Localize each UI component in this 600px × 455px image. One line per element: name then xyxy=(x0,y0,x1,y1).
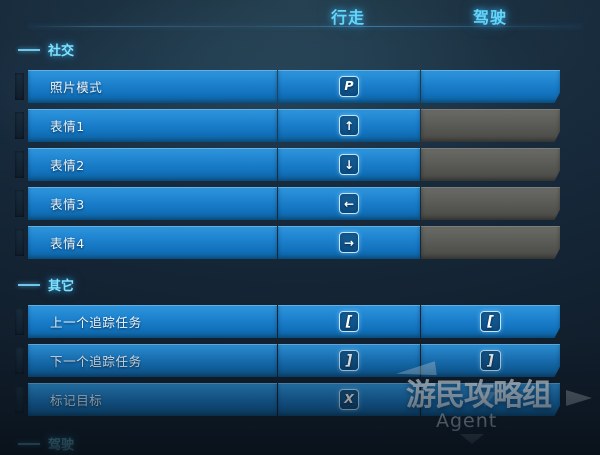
table-row[interactable]: 标记目标 X xyxy=(15,383,560,416)
row-label: 标记目标 xyxy=(50,393,103,408)
key-badge-walk[interactable]: → xyxy=(338,232,360,253)
key-badge-drive xyxy=(481,115,501,136)
section-dash-icon xyxy=(18,283,40,286)
binding-cell-drive-disabled xyxy=(421,109,560,142)
row-name-cell[interactable]: 下一个追踪任务 xyxy=(28,344,277,377)
row-name-cell[interactable]: 上一个追踪任务 xyxy=(28,305,277,338)
table-row[interactable]: 表情2 ↓ xyxy=(15,148,560,181)
binding-cell-drive[interactable] xyxy=(421,70,560,103)
row-ledge xyxy=(15,190,24,217)
key-badge-drive xyxy=(481,232,501,253)
binding-cell-drive[interactable]: [ xyxy=(421,305,560,338)
row-name-cell[interactable]: 照片模式 xyxy=(28,70,277,103)
section-label-social: 社交 xyxy=(48,44,75,59)
row-label: 照片模式 xyxy=(50,80,103,95)
binding-cell-walk[interactable]: [ xyxy=(278,305,420,338)
row-ledge xyxy=(15,229,24,256)
section-dash-icon xyxy=(18,442,40,445)
table-row[interactable]: 上一个追踪任务 [ [ xyxy=(15,305,560,338)
binding-cell-drive[interactable] xyxy=(421,383,560,416)
table-row[interactable]: 下一个追踪任务 ] ] xyxy=(15,344,560,377)
section-dash-icon xyxy=(18,48,40,51)
key-badge-drive[interactable]: ] xyxy=(480,350,501,371)
column-headers: 行走 驾驶 xyxy=(0,4,600,30)
row-label: 表情4 xyxy=(50,236,85,251)
key-badge-drive xyxy=(481,193,501,214)
key-badge-drive[interactable]: [ xyxy=(480,311,501,332)
row-name-cell[interactable]: 标记目标 xyxy=(28,383,277,416)
binding-cell-walk[interactable]: X xyxy=(278,383,420,416)
row-ledge xyxy=(15,112,24,139)
section-header-driving: 驾驶 xyxy=(18,434,74,453)
binding-cell-walk[interactable]: ↓ xyxy=(278,148,420,181)
binding-cell-drive-disabled xyxy=(421,226,560,259)
key-badge-drive xyxy=(481,154,501,175)
row-ledge xyxy=(15,386,24,413)
row-name-cell[interactable]: 表情4 xyxy=(28,226,277,259)
table-row[interactable]: 表情3 ← xyxy=(15,187,560,220)
row-ledge xyxy=(15,151,24,178)
section-header-social: 社交 xyxy=(18,40,74,59)
key-badge-walk[interactable]: ← xyxy=(338,193,360,214)
binding-cell-walk[interactable]: ← xyxy=(278,187,420,220)
section-header-other: 其它 xyxy=(18,275,74,294)
binding-cell-walk[interactable]: ↑ xyxy=(278,109,420,142)
section-label-other: 其它 xyxy=(48,279,75,294)
column-header-walk: 行走 xyxy=(330,8,366,27)
key-badge-walk[interactable]: X xyxy=(339,389,359,410)
binding-cell-drive[interactable]: ] xyxy=(421,344,560,377)
binding-cell-walk[interactable]: → xyxy=(278,226,420,259)
row-ledge xyxy=(15,308,24,335)
row-label: 表情3 xyxy=(50,197,85,212)
key-badge-walk[interactable]: [ xyxy=(338,311,360,332)
row-label: 上一个追踪任务 xyxy=(50,315,142,330)
header-divider xyxy=(28,26,582,27)
row-name-cell[interactable]: 表情1 xyxy=(28,109,277,142)
binding-cell-drive-disabled xyxy=(421,187,560,220)
chevron-right-icon xyxy=(566,390,592,406)
binding-cell-walk[interactable]: ] xyxy=(278,344,420,377)
binding-cell-drive-disabled xyxy=(421,148,560,181)
table-row[interactable]: 照片模式 P xyxy=(15,70,560,103)
chevron-down-small-icon xyxy=(460,434,484,444)
key-badge-walk[interactable]: ↑ xyxy=(338,115,360,136)
row-label: 表情1 xyxy=(50,119,85,134)
row-name-cell[interactable]: 表情3 xyxy=(28,187,277,220)
row-ledge xyxy=(15,347,24,374)
key-badge-drive[interactable] xyxy=(481,76,501,97)
section-label-driving: 驾驶 xyxy=(48,438,75,453)
row-ledge xyxy=(15,73,24,100)
binding-cell-walk[interactable]: P xyxy=(278,70,420,103)
key-badge-drive[interactable] xyxy=(481,389,501,410)
table-row[interactable]: 表情1 ↑ xyxy=(15,109,560,142)
key-badge-walk[interactable]: ↓ xyxy=(338,154,360,175)
row-label: 表情2 xyxy=(50,158,85,173)
key-badge-walk[interactable]: P xyxy=(339,76,359,97)
row-name-cell[interactable]: 表情2 xyxy=(28,148,277,181)
row-label: 下一个追踪任务 xyxy=(50,354,142,369)
column-header-drive: 驾驶 xyxy=(472,8,508,27)
table-row[interactable]: 表情4 → xyxy=(15,226,560,259)
key-badge-walk[interactable]: ] xyxy=(338,350,360,371)
